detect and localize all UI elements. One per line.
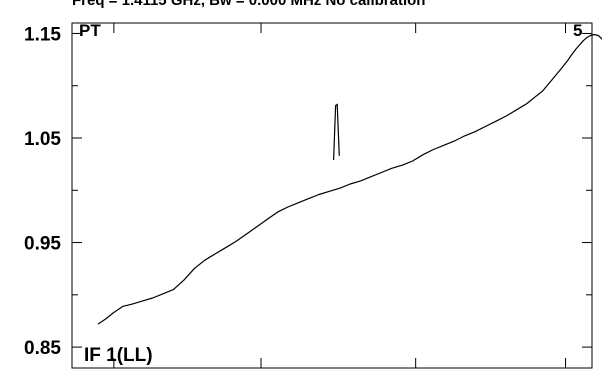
y-tick-label: 0.85 — [24, 338, 61, 359]
bottom-label: IF 1(LL) — [84, 345, 153, 366]
ticks: 0.85 0.95 1.05 1.15 — [24, 23, 592, 368]
y-tick-label: 1.05 — [24, 129, 61, 150]
chart-title: Freq = 1.4115 GHz, Bw = 0.000 MHz No cal… — [72, 0, 425, 9]
plot-frame — [71, 22, 593, 369]
series-layer — [97, 33, 602, 325]
spike-line — [333, 103, 340, 161]
series-line — [97, 33, 602, 325]
y-tick-label: 1.15 — [24, 24, 61, 45]
y-tick-label: 0.95 — [24, 234, 61, 255]
corner-label-left: PT — [79, 21, 101, 40]
corner-label-right: 5 — [573, 21, 582, 40]
